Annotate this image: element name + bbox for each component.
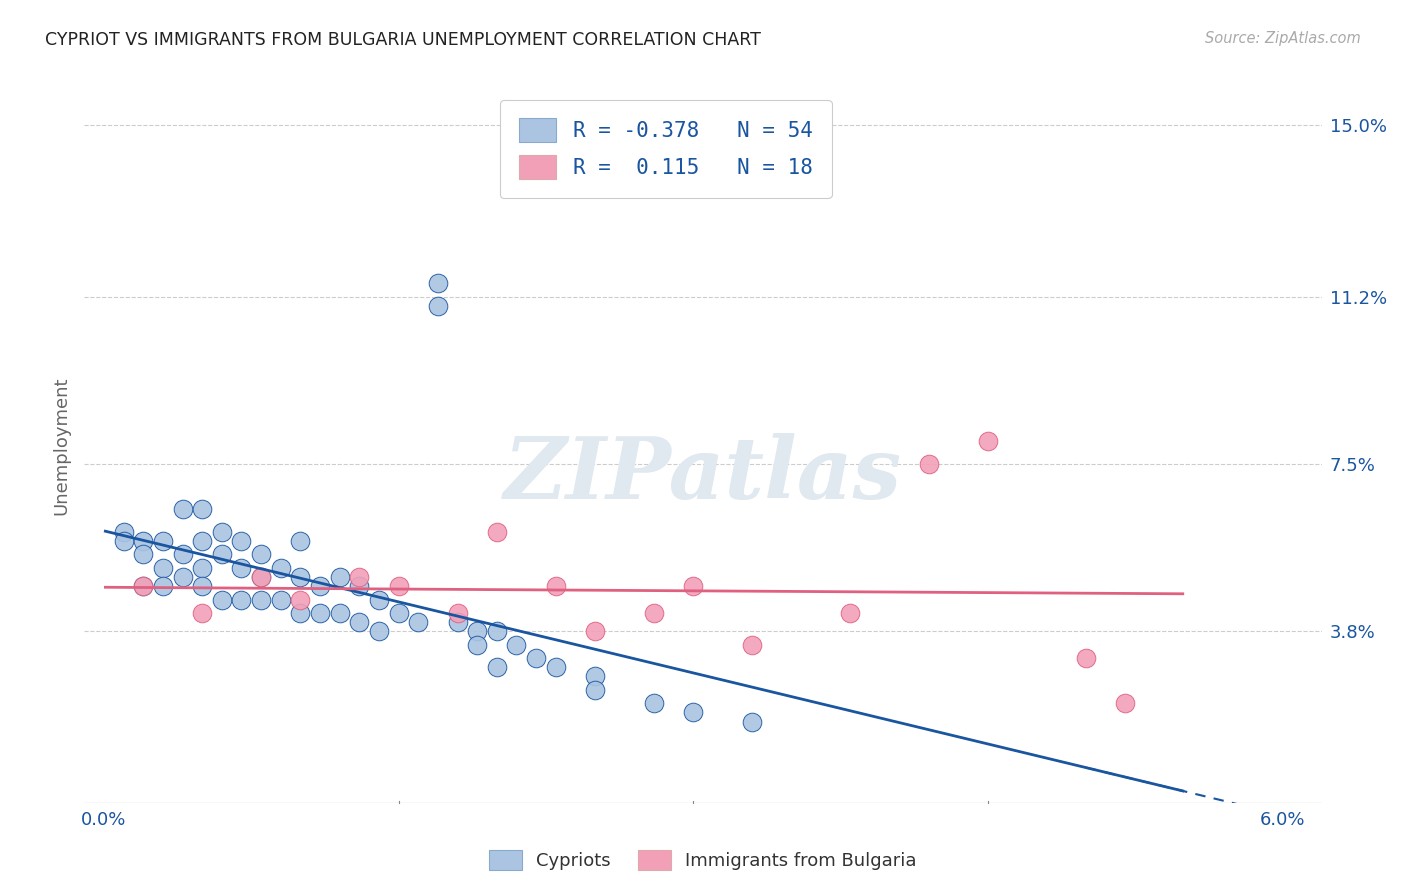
Point (505, 638, 527, 652)
Point (446, 606, 468, 620)
Point (250, 592, 273, 607)
Point (211, 548, 233, 562)
Point (682, 706, 704, 720)
Point (172, 548, 194, 562)
Point (191, 533, 214, 548)
Point (465, 638, 488, 652)
Point (309, 579, 332, 593)
Point (643, 606, 665, 620)
Point (211, 592, 233, 607)
Y-axis label: Unemployment: Unemployment (52, 376, 70, 516)
Point (583, 669, 606, 683)
Point (349, 615, 371, 629)
Point (290, 606, 312, 620)
Point (426, 277, 449, 291)
Point (211, 524, 233, 539)
Point (485, 660, 508, 674)
Point (446, 615, 468, 629)
Point (524, 651, 547, 665)
Point (406, 615, 429, 629)
Point (329, 606, 352, 620)
Point (290, 533, 312, 548)
Point (544, 660, 567, 674)
Point (387, 606, 409, 620)
Point (191, 502, 214, 516)
Point (270, 592, 292, 607)
Point (1074, 651, 1097, 665)
Point (682, 579, 704, 593)
Point (231, 561, 253, 575)
Point (270, 561, 292, 575)
Point (132, 579, 155, 593)
Point (231, 533, 253, 548)
Point (741, 638, 763, 652)
Point (191, 579, 214, 593)
Point (426, 299, 449, 313)
Point (485, 624, 508, 639)
Point (309, 606, 332, 620)
Point (368, 624, 391, 639)
Text: ZIPatlas: ZIPatlas (503, 433, 903, 516)
Point (583, 624, 606, 639)
Point (643, 697, 665, 711)
Legend: Cypriots, Immigrants from Bulgaria: Cypriots, Immigrants from Bulgaria (481, 840, 925, 880)
Point (918, 457, 941, 471)
Point (231, 592, 253, 607)
Point (112, 524, 135, 539)
Point (544, 579, 567, 593)
Point (152, 561, 174, 575)
Point (349, 570, 371, 584)
Point (977, 434, 1000, 449)
Point (152, 579, 174, 593)
Point (1114, 697, 1136, 711)
Point (172, 502, 194, 516)
Point (132, 533, 155, 548)
Point (349, 579, 371, 593)
Point (132, 548, 155, 562)
Point (387, 579, 409, 593)
Point (290, 592, 312, 607)
Text: CYPRIOT VS IMMIGRANTS FROM BULGARIA UNEMPLOYMENT CORRELATION CHART: CYPRIOT VS IMMIGRANTS FROM BULGARIA UNEM… (45, 31, 761, 49)
Point (191, 561, 214, 575)
Point (112, 533, 135, 548)
Point (290, 570, 312, 584)
Point (583, 682, 606, 697)
Point (250, 548, 273, 562)
Point (132, 579, 155, 593)
Point (465, 624, 488, 639)
Point (329, 570, 352, 584)
Point (250, 570, 273, 584)
Point (368, 592, 391, 607)
Point (741, 714, 763, 729)
Point (191, 606, 214, 620)
Point (172, 570, 194, 584)
Point (839, 606, 862, 620)
Point (250, 570, 273, 584)
Point (152, 533, 174, 548)
Text: Source: ZipAtlas.com: Source: ZipAtlas.com (1205, 31, 1361, 46)
Point (485, 524, 508, 539)
